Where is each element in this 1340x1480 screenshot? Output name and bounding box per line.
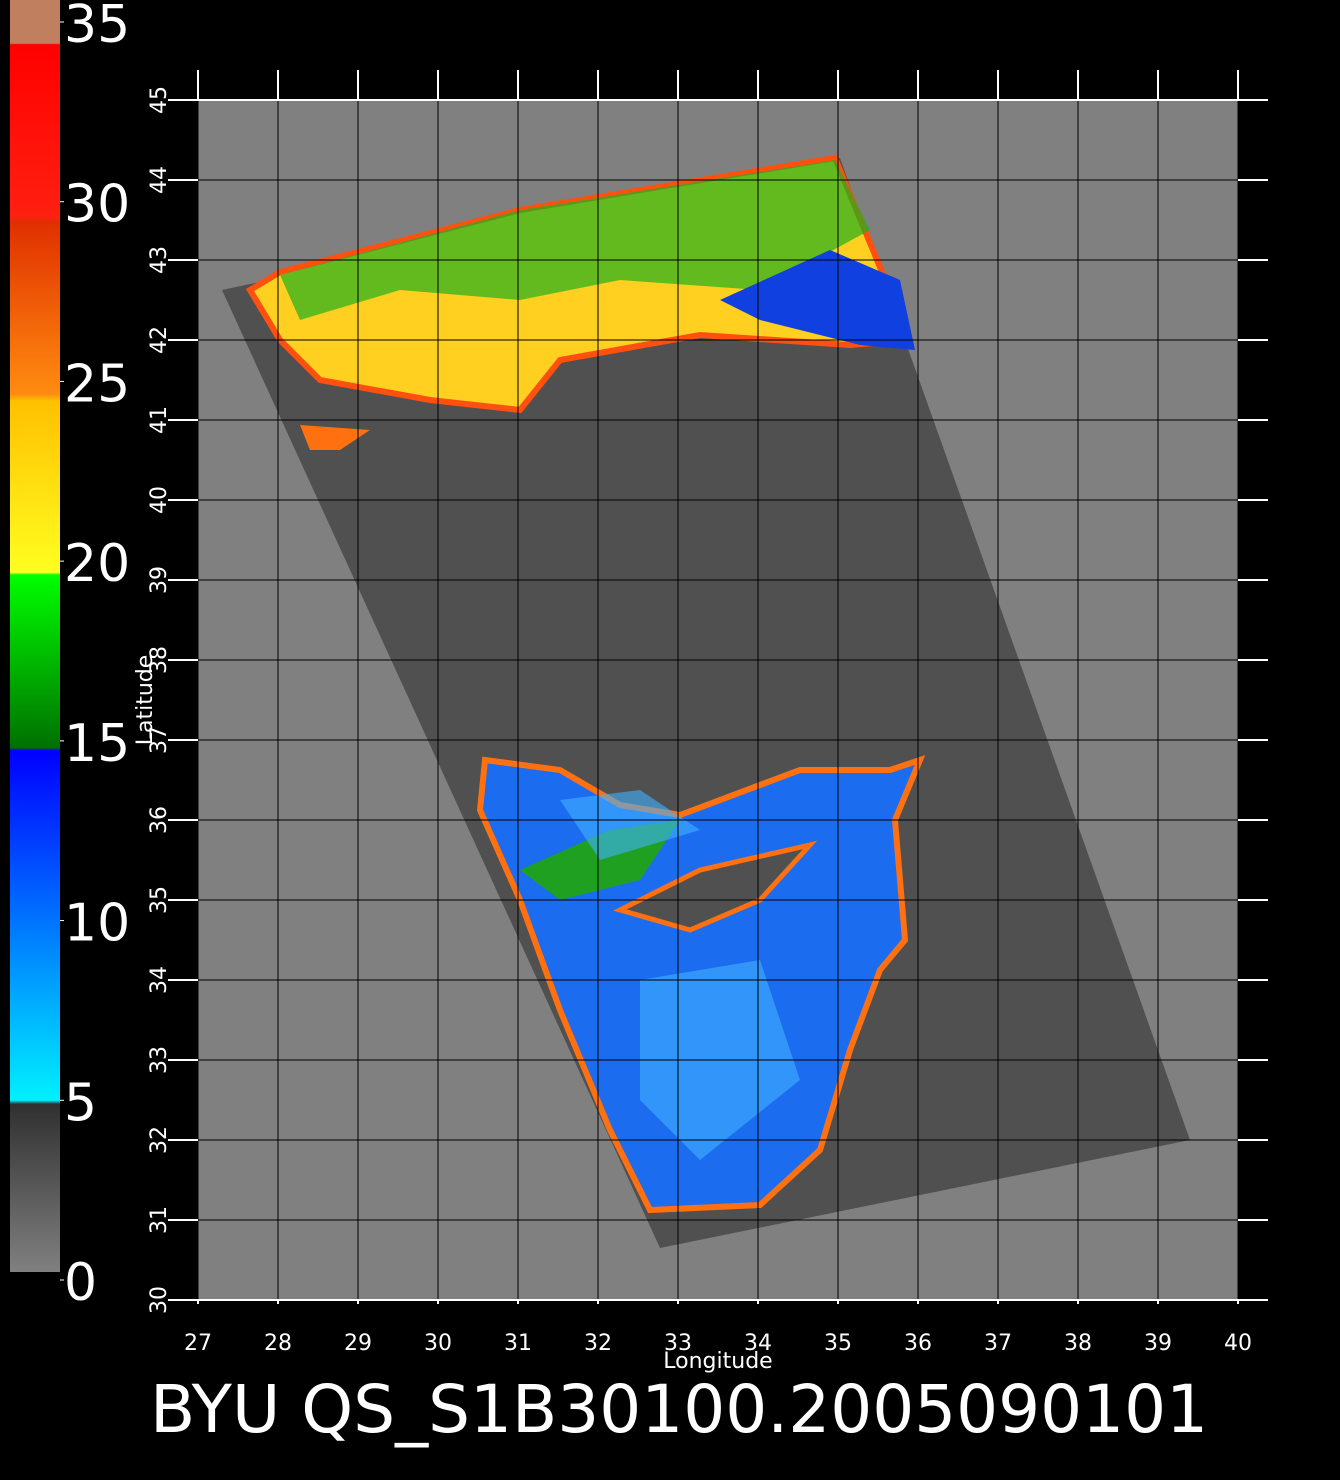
y-tick-label: 43 — [147, 246, 172, 274]
colorbar-tick-label: 5 — [64, 1073, 97, 1133]
black-sea-green — [280, 160, 870, 320]
x-tick-label: 30 — [424, 1331, 452, 1356]
x-tick-label: 35 — [824, 1331, 852, 1356]
colorbar-tick-label: 10 — [64, 894, 130, 954]
x-tick-label: 36 — [904, 1331, 932, 1356]
x-tick-label: 29 — [344, 1331, 372, 1356]
colorbar-tick-label: 25 — [64, 354, 130, 414]
colorbar-tick-label: 15 — [64, 714, 130, 774]
x-axis-label: Longitude — [663, 1349, 772, 1374]
y-tick-label: 45 — [147, 86, 172, 114]
x-tick-label: 37 — [984, 1331, 1012, 1356]
colorbar-tick-label: 0 — [64, 1253, 97, 1313]
y-tick-label: 36 — [147, 806, 172, 834]
swath — [222, 158, 1190, 1248]
x-tick-label: 40 — [1224, 1331, 1252, 1356]
y-tick-label: 44 — [147, 166, 172, 194]
x-tick-label: 38 — [1064, 1331, 1092, 1356]
y-tick-label: 32 — [147, 1126, 172, 1154]
title: BYU QS_S1B30100.2005090101 — [150, 1371, 1208, 1448]
med-light — [560, 790, 700, 860]
grid — [197, 99, 1239, 1301]
colorbar-tick-label: 35 — [64, 0, 130, 55]
y-tick-label: 34 — [147, 966, 172, 994]
y-tick-label: 37 — [147, 726, 172, 754]
y-tick-label: 41 — [147, 406, 172, 434]
y-tick-label: 39 — [147, 566, 172, 594]
marmara-field — [300, 425, 370, 450]
y-tick-label: 33 — [147, 1046, 172, 1074]
axes: 27 28 29 30 31 32 33 34 35 36 37 38 39 40 30 31 32 33 34 35… — [147, 70, 1268, 1356]
y-tick-label: 38 — [147, 646, 172, 674]
y-axis-label: Latitude — [133, 655, 158, 746]
y-tick-label: 31 — [147, 1206, 172, 1234]
x-tick-label: 27 — [184, 1331, 212, 1356]
x-tick-label: 39 — [1144, 1331, 1172, 1356]
y-tick-label: 30 — [147, 1286, 172, 1314]
x-tick-label: 28 — [264, 1331, 292, 1356]
colorbar — [10, 0, 60, 1272]
y-tick-label: 42 — [147, 326, 172, 354]
y-tick-label: 35 — [147, 886, 172, 914]
x-tick-label: 31 — [504, 1331, 532, 1356]
black-sea-blue — [720, 250, 915, 350]
x-tick-label: 33 — [664, 1331, 692, 1356]
colorbar-tick-label: 30 — [64, 175, 130, 235]
colorbar-tick-label: 20 — [64, 534, 130, 594]
y-tick-label: 40 — [147, 486, 172, 514]
x-tick-label: 34 — [744, 1331, 772, 1356]
x-tick-label: 32 — [584, 1331, 612, 1356]
